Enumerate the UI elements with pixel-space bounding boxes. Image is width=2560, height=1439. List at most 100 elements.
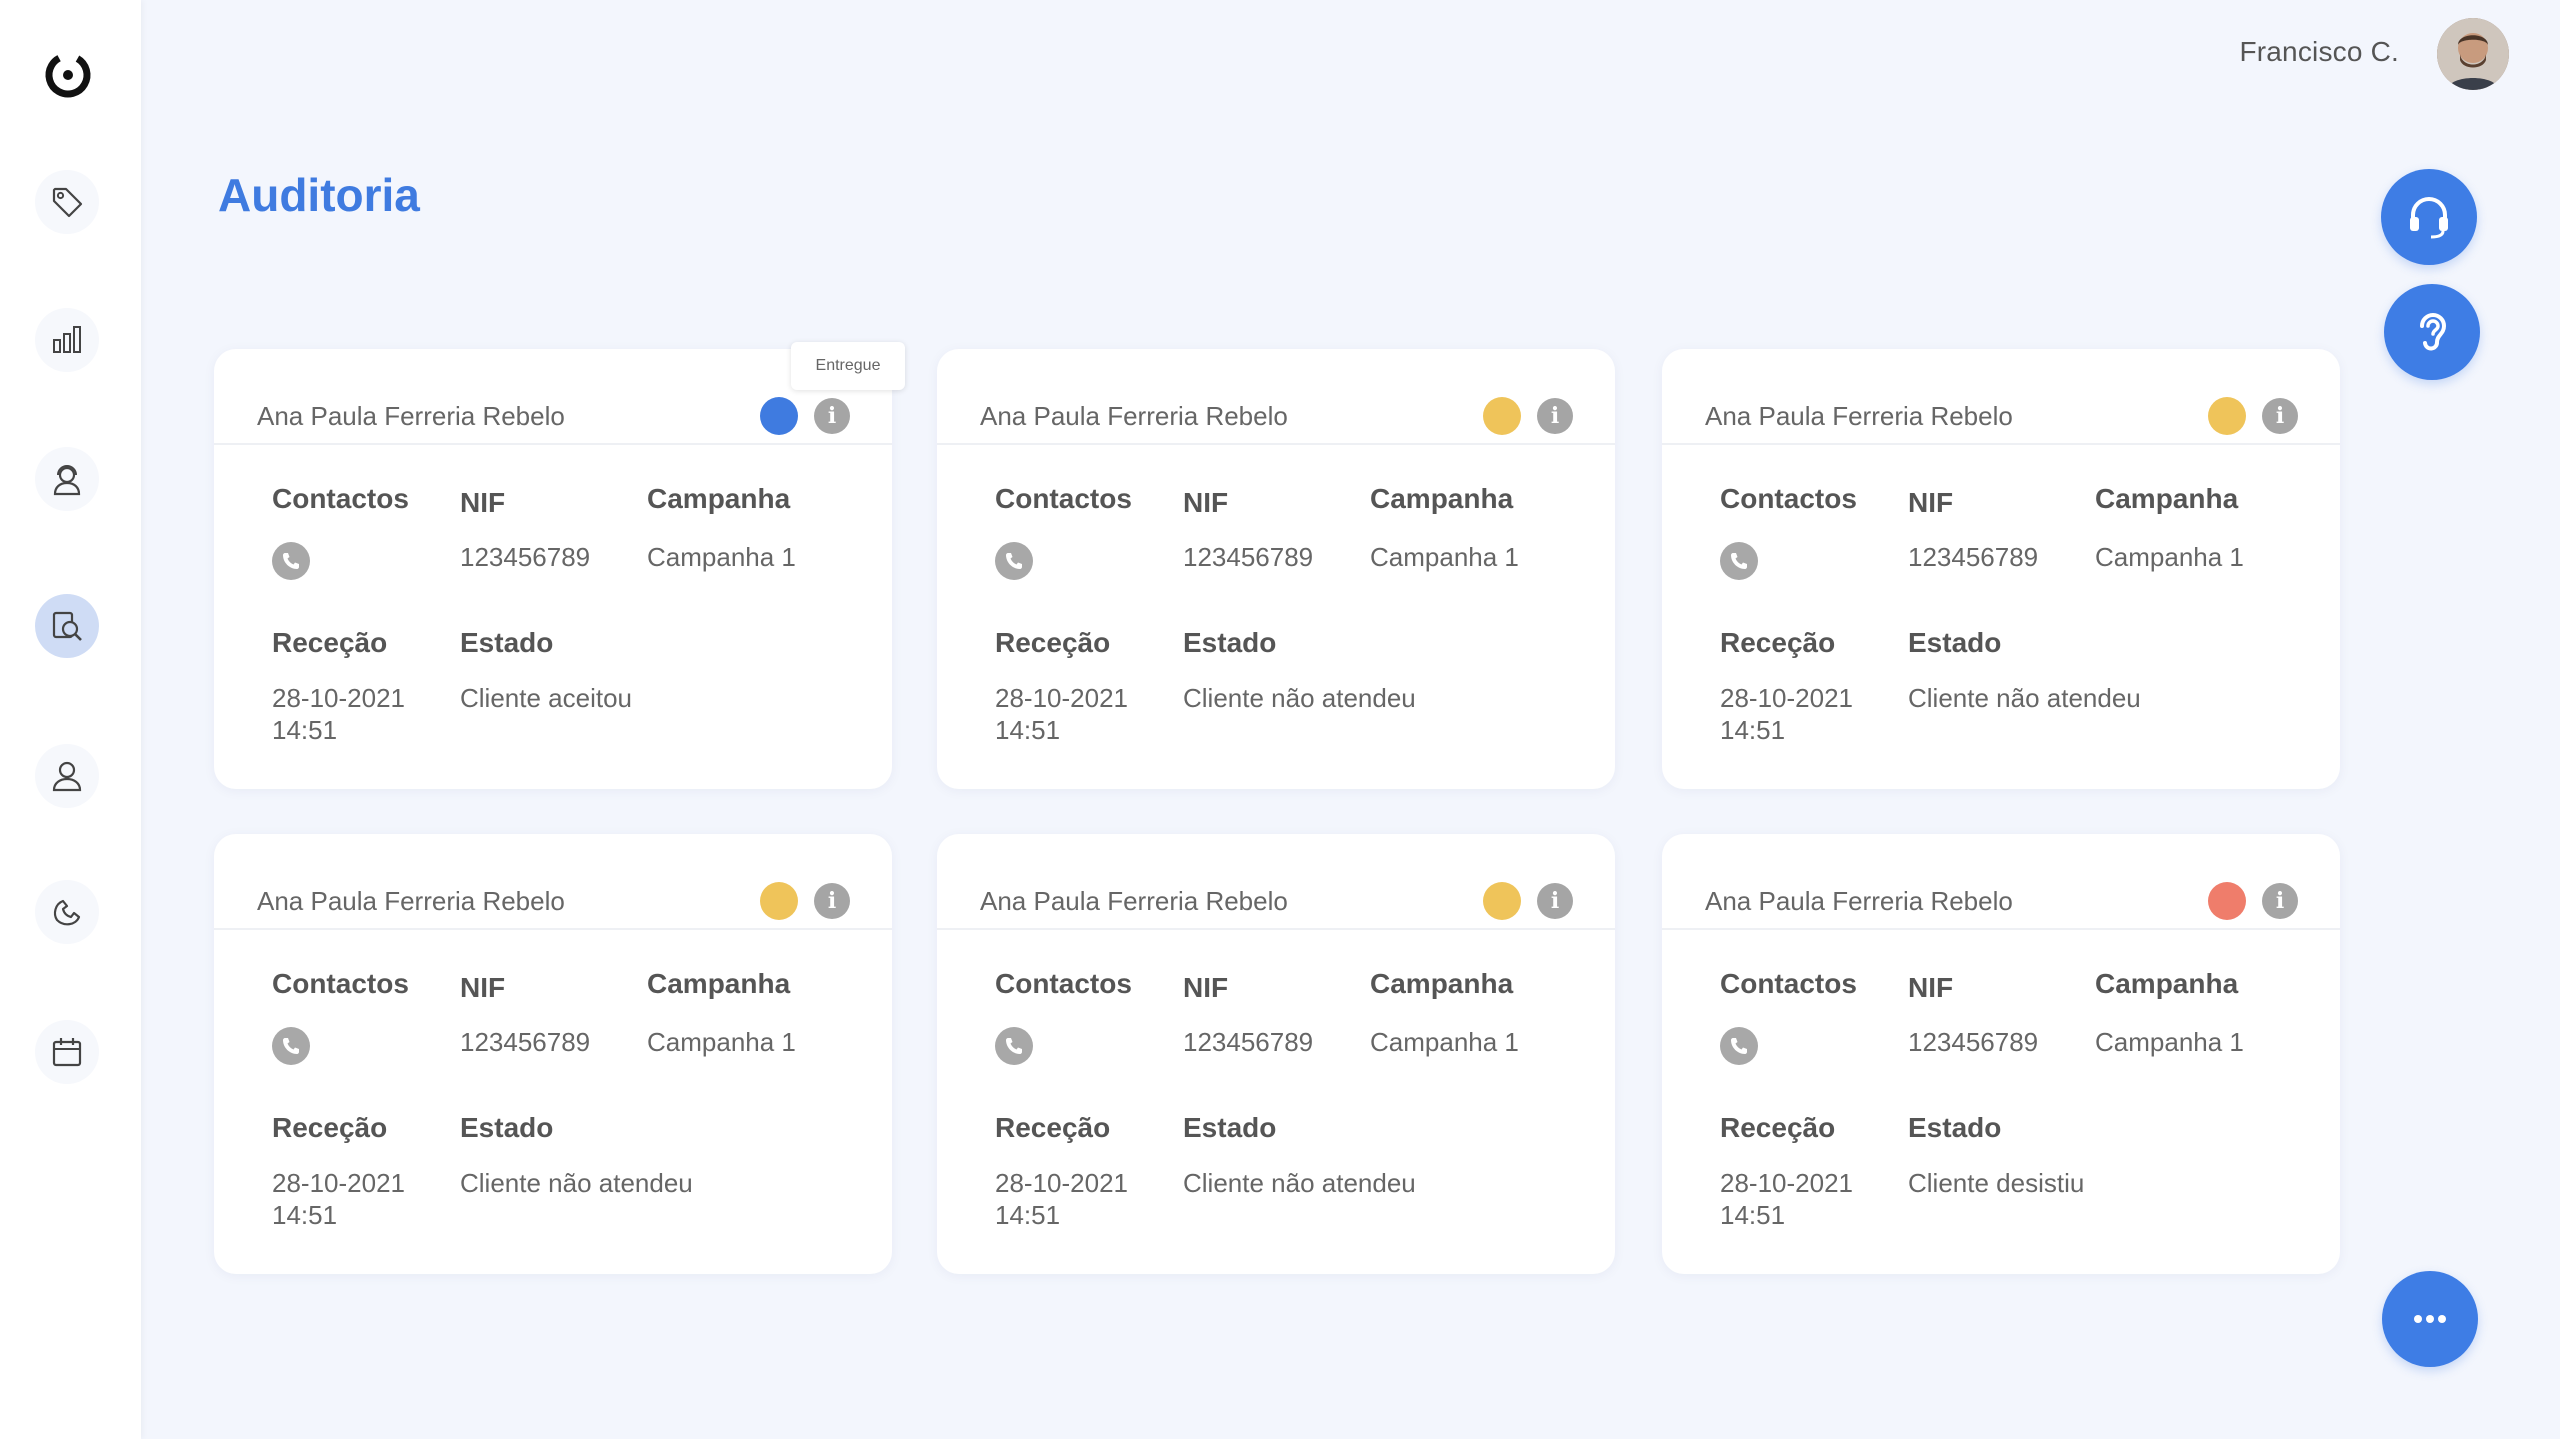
user-name[interactable]: Francisco C. [2239, 36, 2399, 67]
sidebar-item-tags[interactable] [35, 170, 99, 234]
bar-chart-icon [53, 326, 81, 353]
client-name: Ana Paula Ferreria Rebelo [257, 886, 565, 916]
contactos-label: Contactos [1720, 483, 1857, 514]
campanha-label: Campanha [1370, 483, 1514, 514]
rececao-date: 28-10-2021 [995, 683, 1128, 713]
info-icon[interactable]: i [1537, 883, 1573, 919]
estado-value: Cliente aceitou [460, 683, 632, 713]
info-icon[interactable]: i [814, 398, 850, 434]
phone-icon[interactable] [995, 1027, 1033, 1065]
estado-label: Estado [1908, 627, 2002, 658]
rececao-label: Receção [1720, 1112, 1836, 1143]
rececao-time: 14:51 [272, 1200, 338, 1230]
sidebar-item-stats[interactable] [35, 308, 99, 372]
sidebar-item-agents[interactable] [35, 447, 99, 511]
listen-button[interactable] [2384, 284, 2480, 380]
campanha-value: Campanha 1 [1370, 542, 1519, 572]
rececao-label: Receção [995, 627, 1111, 658]
campanha-label: Campanha [1370, 968, 1514, 999]
rececao-label: Receção [995, 1112, 1111, 1143]
audit-card[interactable]: Ana Paula Ferreria Rebelo i Contactos NI… [1662, 834, 2340, 1274]
nif-value: 123456789 [1908, 1027, 2039, 1057]
client-name: Ana Paula Ferreria Rebelo [980, 401, 1288, 431]
nif-value: 123456789 [1183, 1027, 1314, 1057]
sidebar-item-auditoria[interactable] [35, 594, 99, 658]
nif-value: 123456789 [1183, 542, 1314, 572]
info-icon[interactable]: i [1537, 398, 1573, 434]
nif-label: NIF [1183, 487, 1229, 518]
app-logo[interactable] [43, 50, 93, 100]
audit-card[interactable]: Ana Paula Ferreria Rebelo i Contactos NI… [214, 834, 892, 1274]
estado-value: Cliente não atendeu [1183, 1168, 1416, 1198]
contactos-label: Contactos [272, 968, 409, 999]
estado-value: Cliente não atendeu [1183, 683, 1416, 713]
user-icon [52, 761, 82, 792]
card-header: Ana Paula Ferreria Rebelo i [937, 349, 1615, 445]
rececao-date: 28-10-2021 [1720, 1168, 1853, 1198]
campanha-value: Campanha 1 [647, 542, 796, 572]
tag-icon [52, 187, 83, 218]
audit-card[interactable]: Ana Paula Ferreria Rebelo i Contactos NI… [937, 834, 1615, 1274]
rececao-label: Receção [272, 627, 388, 658]
contactos-label: Contactos [995, 968, 1132, 999]
rececao-time: 14:51 [995, 715, 1061, 745]
sidebar-item-users[interactable] [35, 744, 99, 808]
status-indicator[interactable] [760, 882, 798, 920]
info-icon[interactable]: i [2262, 398, 2298, 434]
calendar-icon [52, 1038, 82, 1067]
client-name: Ana Paula Ferreria Rebelo [257, 401, 565, 431]
phone-icon[interactable] [995, 542, 1033, 580]
client-name: Ana Paula Ferreria Rebelo [1705, 401, 2013, 431]
client-name: Ana Paula Ferreria Rebelo [1705, 886, 2013, 916]
nif-label: NIF [1183, 972, 1229, 1003]
campanha-label: Campanha [2095, 483, 2239, 514]
info-icon[interactable]: i [814, 883, 850, 919]
status-indicator[interactable] [760, 397, 798, 435]
sidebar-item-calendar[interactable] [35, 1020, 99, 1084]
rececao-time: 14:51 [995, 1200, 1061, 1230]
nif-label: NIF [460, 487, 506, 518]
client-name: Ana Paula Ferreria Rebelo [980, 886, 1288, 916]
audit-card[interactable]: Ana Paula Ferreria Rebelo i Contactos NI… [937, 349, 1615, 789]
nif-value: 123456789 [1908, 542, 2039, 572]
card-header: Ana Paula Ferreria Rebelo i [1662, 349, 2340, 445]
status-tooltip: Entregue [791, 342, 905, 390]
more-button[interactable] [2382, 1271, 2478, 1367]
rececao-label: Receção [272, 1112, 388, 1143]
headset-button[interactable] [2381, 169, 2477, 265]
audit-search-icon [52, 611, 82, 641]
rececao-time: 14:51 [1720, 715, 1786, 745]
phone-icon[interactable] [1720, 542, 1758, 580]
status-indicator[interactable] [1483, 397, 1521, 435]
phone-icon[interactable] [272, 1027, 310, 1065]
campanha-value: Campanha 1 [2095, 1027, 2244, 1057]
audit-card[interactable]: Ana Paula Ferreria Rebelo i Contactos NI… [214, 349, 892, 789]
nif-label: NIF [1908, 972, 1954, 1003]
rececao-time: 14:51 [272, 715, 338, 745]
rececao-time: 14:51 [1720, 1200, 1786, 1230]
audit-card[interactable]: Ana Paula Ferreria Rebelo i Contactos NI… [1662, 349, 2340, 789]
status-indicator[interactable] [2208, 397, 2246, 435]
rececao-label: Receção [1720, 627, 1836, 658]
avatar[interactable] [2437, 18, 2509, 90]
campanha-value: Campanha 1 [2095, 542, 2244, 572]
campanha-value: Campanha 1 [1370, 1027, 1519, 1057]
nif-value: 123456789 [460, 542, 591, 572]
status-indicator[interactable] [1483, 882, 1521, 920]
card-header: Ana Paula Ferreria Rebelo i [1662, 834, 2340, 930]
sidebar [0, 0, 141, 1439]
sidebar-item-calls[interactable] [35, 880, 99, 944]
headset-icon [2410, 197, 2448, 239]
phone-icon[interactable] [1720, 1027, 1758, 1065]
info-icon[interactable]: i [2262, 883, 2298, 919]
card-header: Ana Paula Ferreria Rebelo i [214, 349, 892, 445]
phone-icon[interactable] [272, 542, 310, 580]
estado-value: Cliente não atendeu [460, 1168, 693, 1198]
rececao-date: 28-10-2021 [995, 1168, 1128, 1198]
nif-label: NIF [460, 972, 506, 1003]
estado-value: Cliente desistiu [1908, 1168, 2085, 1198]
card-header: Ana Paula Ferreria Rebelo i [937, 834, 1615, 930]
rececao-date: 28-10-2021 [272, 1168, 405, 1198]
status-indicator[interactable] [2208, 882, 2246, 920]
campanha-label: Campanha [647, 483, 791, 514]
